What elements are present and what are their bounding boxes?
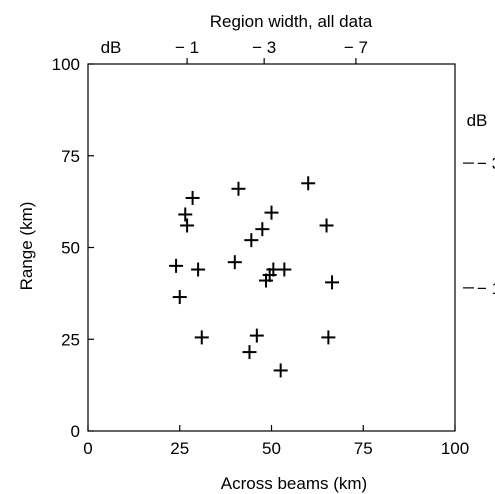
- data-point: [185, 190, 200, 205]
- data-point: [258, 273, 273, 288]
- data-point: [178, 207, 193, 222]
- chart-title: Region width, all data: [210, 12, 373, 31]
- top-tick-label: − 1: [175, 38, 199, 57]
- top-axis-ticks: − 1 − 3 − 7: [175, 38, 368, 64]
- x-axis-ticks: 0 25 50 75 100: [83, 425, 469, 458]
- data-point: [194, 330, 209, 345]
- data-point: [180, 218, 195, 233]
- y-tick-label: 75: [61, 147, 80, 166]
- right-axis-ticks: − 3 − 1: [463, 154, 495, 298]
- right-tick-label: − 1: [477, 279, 495, 298]
- data-point: [277, 262, 292, 277]
- x-tick-label: 75: [354, 439, 373, 458]
- y-tick-label: 50: [61, 239, 80, 258]
- data-point: [227, 255, 242, 270]
- top-axis-unit: dB: [101, 38, 122, 57]
- data-point: [301, 176, 316, 191]
- data-point: [249, 328, 264, 343]
- right-tick-label: − 3: [477, 154, 495, 173]
- x-tick-label: 25: [170, 439, 189, 458]
- data-point: [255, 222, 270, 237]
- data-point: [244, 233, 259, 248]
- data-point: [191, 262, 206, 277]
- top-tick-label: − 3: [252, 38, 276, 57]
- y-tick-label: 0: [71, 422, 80, 441]
- data-point: [172, 290, 187, 305]
- x-tick-label: 50: [262, 439, 281, 458]
- data-point: [169, 258, 184, 273]
- data-point: [242, 345, 257, 360]
- x-tick-label: 0: [83, 439, 92, 458]
- data-point: [319, 218, 334, 233]
- data-points: [169, 176, 340, 378]
- y-tick-label: 25: [61, 330, 80, 349]
- data-point: [325, 275, 340, 290]
- data-point: [231, 181, 246, 196]
- x-axis-label: Across beams (km): [221, 474, 367, 493]
- y-axis-ticks: 0 25 50 75 100: [52, 55, 94, 441]
- x-tick-label: 100: [441, 439, 469, 458]
- plot-frame: [87, 63, 456, 432]
- y-tick-label: 100: [52, 55, 80, 74]
- top-tick-label: − 7: [344, 38, 368, 57]
- y-axis-label: Range (km): [17, 202, 36, 291]
- right-axis-unit: dB: [467, 111, 488, 130]
- data-point: [273, 363, 288, 378]
- data-point: [264, 205, 279, 220]
- data-point: [321, 330, 336, 345]
